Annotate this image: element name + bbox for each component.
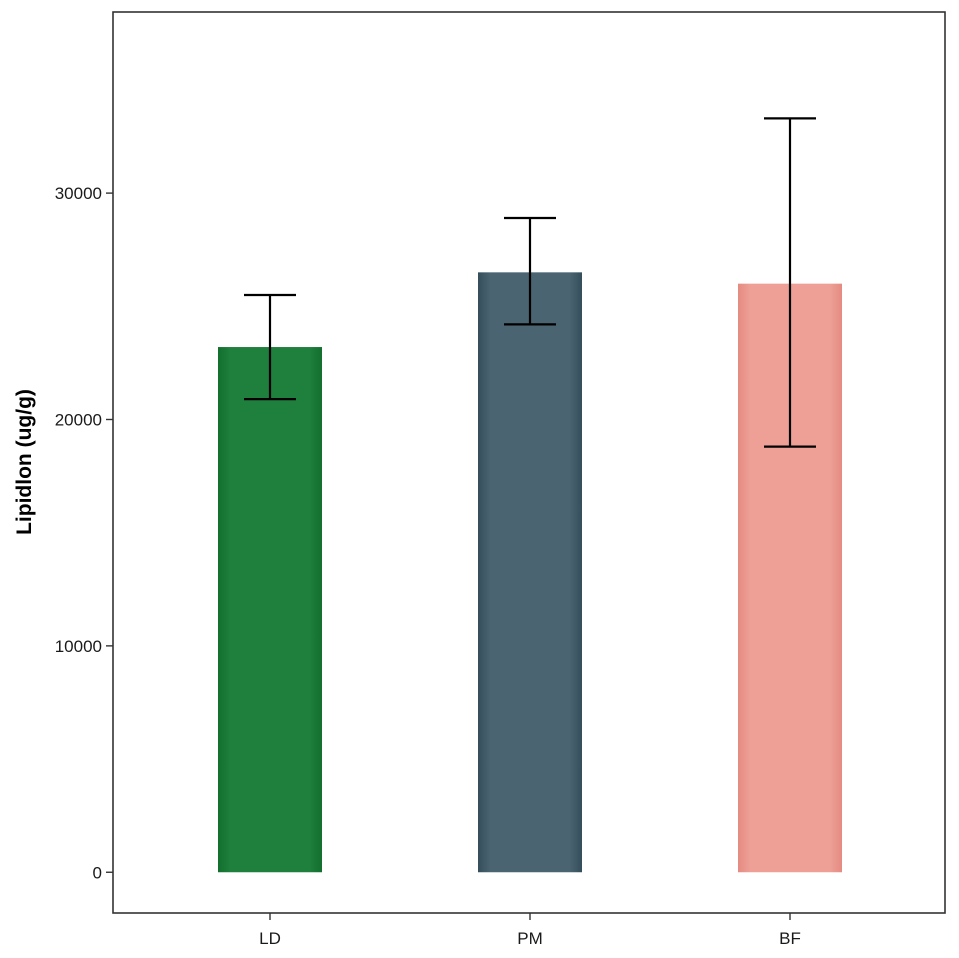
y-tick-label: 20000 — [55, 410, 102, 429]
x-tick-label: PM — [517, 929, 543, 948]
error-bar-ld — [244, 293, 296, 401]
bar-ld — [218, 347, 322, 873]
error-bar-pm — [504, 216, 556, 326]
y-axis: 0 10000 20000 30000 — [55, 184, 113, 882]
error-bars-group — [244, 117, 816, 448]
y-axis-label: Lipidlon (ug/g) — [13, 389, 36, 535]
bars-group — [218, 272, 842, 873]
bar-pm — [478, 272, 582, 873]
y-tick-label: 10000 — [55, 637, 102, 656]
x-tick-label: BF — [779, 929, 801, 948]
y-tick-label: 0 — [93, 863, 102, 882]
x-axis: LD PM BF — [259, 913, 801, 948]
y-tick-label: 30000 — [55, 184, 102, 203]
error-bar-bf — [764, 117, 816, 448]
x-tick-label: LD — [259, 929, 281, 948]
